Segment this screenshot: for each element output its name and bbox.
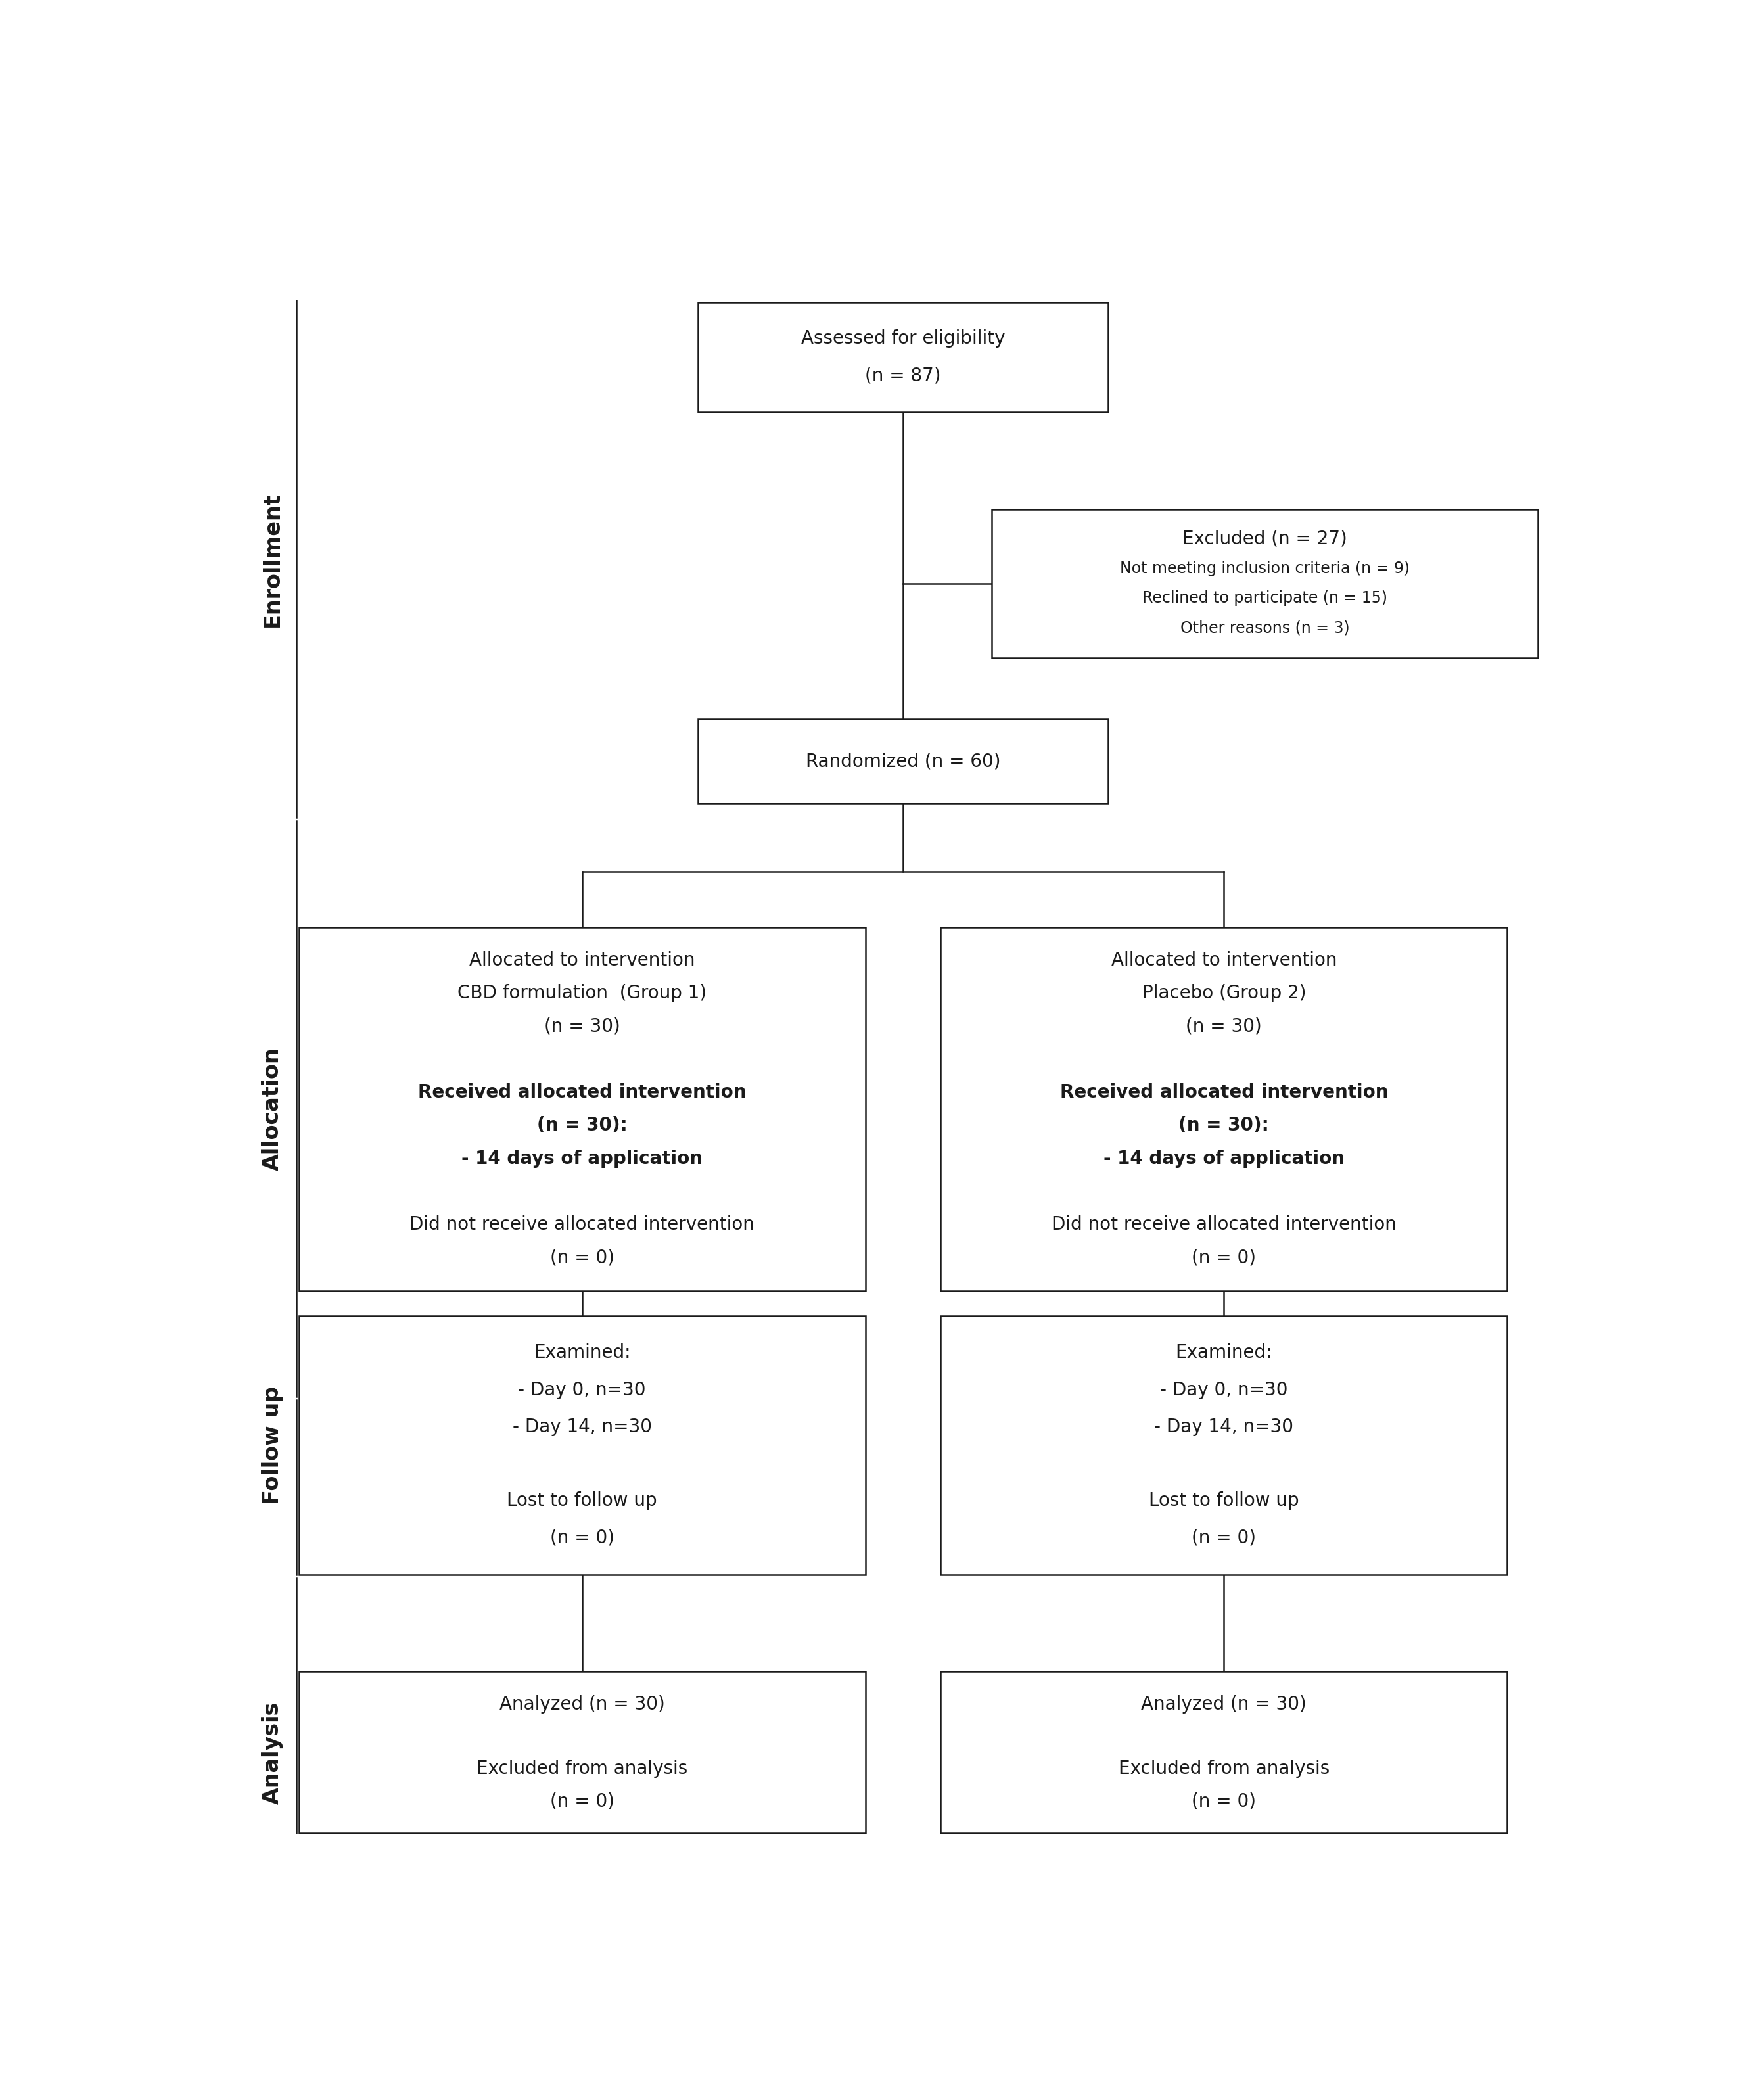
Text: (n = 30): (n = 30) — [1186, 1016, 1262, 1035]
Text: Received allocated intervention: Received allocated intervention — [418, 1084, 747, 1103]
Text: Placebo (Group 2): Placebo (Group 2) — [1142, 985, 1306, 1002]
Text: Assessed for eligibility: Assessed for eligibility — [802, 330, 1004, 349]
Text: (n = 87): (n = 87) — [865, 365, 941, 384]
Text: (n = 30): (n = 30) — [544, 1016, 620, 1035]
Text: - Day 0, n=30: - Day 0, n=30 — [1159, 1380, 1288, 1399]
Text: Did not receive allocated intervention: Did not receive allocated intervention — [409, 1216, 754, 1235]
Text: Lost to follow up: Lost to follow up — [507, 1491, 657, 1510]
Text: Excluded from analysis: Excluded from analysis — [476, 1760, 687, 1779]
Text: Other reasons (n = 3): Other reasons (n = 3) — [1181, 620, 1350, 636]
Text: (n = 0): (n = 0) — [550, 1529, 615, 1548]
Text: Did not receive allocated intervention: Did not receive allocated intervention — [1052, 1216, 1397, 1235]
Text: Follow up: Follow up — [261, 1386, 284, 1504]
Text: - 14 days of application: - 14 days of application — [462, 1149, 703, 1168]
Text: - Day 14, n=30: - Day 14, n=30 — [513, 1418, 652, 1436]
Text: Not meeting inclusion criteria (n = 9): Not meeting inclusion criteria (n = 9) — [1121, 561, 1410, 578]
FancyBboxPatch shape — [698, 720, 1108, 804]
Text: (n = 0): (n = 0) — [1191, 1791, 1256, 1810]
FancyBboxPatch shape — [941, 1672, 1507, 1833]
FancyBboxPatch shape — [698, 302, 1108, 412]
Text: (n = 0): (n = 0) — [550, 1250, 615, 1266]
FancyBboxPatch shape — [300, 1317, 865, 1575]
FancyBboxPatch shape — [300, 926, 865, 1292]
Text: Allocation: Allocation — [261, 1048, 284, 1170]
Text: Allocated to intervention: Allocated to intervention — [469, 951, 694, 970]
Text: (n = 0): (n = 0) — [1191, 1529, 1256, 1548]
Text: (n = 30):: (n = 30): — [537, 1117, 627, 1134]
Text: Examined:: Examined: — [534, 1344, 631, 1363]
Text: CBD formulation  (Group 1): CBD formulation (Group 1) — [458, 985, 707, 1002]
FancyBboxPatch shape — [300, 1672, 865, 1833]
Text: Allocated to intervention: Allocated to intervention — [1112, 951, 1337, 970]
Text: - 14 days of application: - 14 days of application — [1103, 1149, 1344, 1168]
Text: Enrollment: Enrollment — [261, 491, 284, 626]
Text: Analyzed (n = 30): Analyzed (n = 30) — [1142, 1695, 1307, 1714]
Text: Received allocated intervention: Received allocated intervention — [1059, 1084, 1388, 1103]
FancyBboxPatch shape — [941, 926, 1507, 1292]
Text: (n = 30):: (n = 30): — [1179, 1117, 1269, 1134]
FancyBboxPatch shape — [941, 1317, 1507, 1575]
Text: Examined:: Examined: — [1175, 1344, 1272, 1363]
Text: Lost to follow up: Lost to follow up — [1149, 1491, 1299, 1510]
Text: Randomized (n = 60): Randomized (n = 60) — [805, 752, 1001, 771]
Text: Reclined to participate (n = 15): Reclined to participate (n = 15) — [1142, 590, 1387, 607]
Text: (n = 0): (n = 0) — [1191, 1250, 1256, 1266]
Text: Excluded from analysis: Excluded from analysis — [1119, 1760, 1330, 1779]
Text: - Day 0, n=30: - Day 0, n=30 — [518, 1380, 647, 1399]
Text: Analysis: Analysis — [261, 1701, 284, 1804]
Text: Analyzed (n = 30): Analyzed (n = 30) — [499, 1695, 664, 1714]
FancyBboxPatch shape — [992, 508, 1538, 657]
Text: (n = 0): (n = 0) — [550, 1791, 615, 1810]
Text: Excluded (n = 27): Excluded (n = 27) — [1182, 529, 1348, 548]
Text: - Day 14, n=30: - Day 14, n=30 — [1154, 1418, 1293, 1436]
